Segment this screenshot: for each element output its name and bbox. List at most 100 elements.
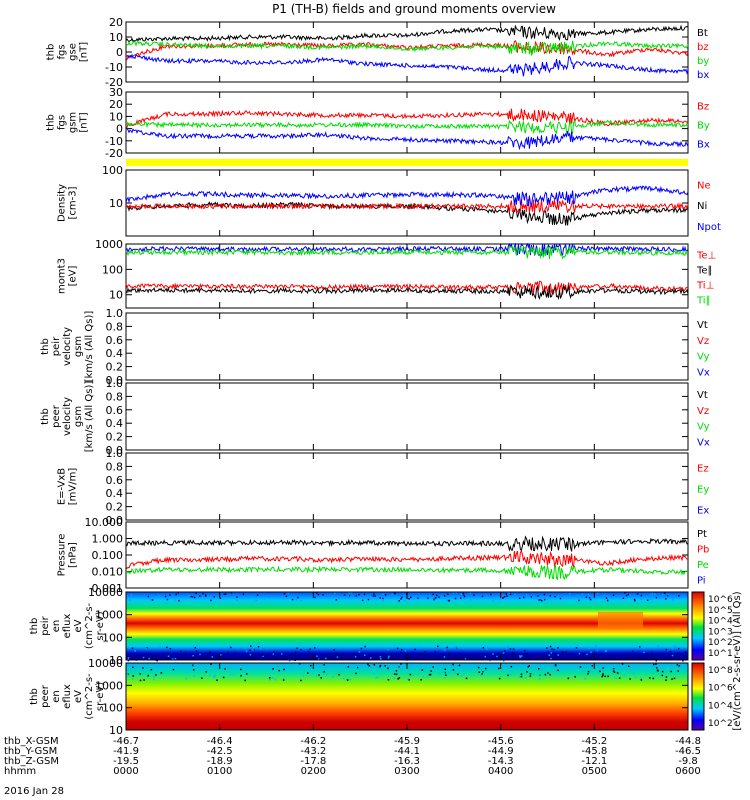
spectrogram-pixel: [547, 672, 549, 674]
spectrogram-pixel: [349, 678, 352, 681]
spectrogram-pixel: [634, 668, 637, 671]
spectrogram-pixel: [206, 654, 208, 657]
spectrogram-pixel: [208, 652, 211, 654]
spectrogram-pixel: [172, 658, 174, 661]
legend-Ni: Ni: [697, 201, 707, 212]
spectrogram-pixel: [643, 647, 645, 650]
spectrogram-pixel: [578, 652, 581, 655]
panel-frame: [125, 452, 689, 521]
spectrogram-pixel: [283, 655, 285, 657]
spectrogram-pixel: [397, 663, 399, 665]
spectrogram-pixel: [661, 670, 664, 673]
spectrogram-pixel: [627, 656, 630, 659]
y-tick-label: 1000: [95, 679, 123, 692]
spectrogram-pixel: [544, 673, 547, 676]
spectrogram-pixel: [419, 646, 422, 649]
spectrogram-pixel: [343, 595, 346, 598]
spectrogram-pixel: [166, 646, 168, 649]
spectrogram-pixel: [554, 670, 556, 672]
spectrogram-pixel: [575, 671, 577, 673]
colorbar-label: 10^1: [708, 649, 733, 659]
spectrogram-pixel: [554, 595, 556, 598]
spectrogram-pixel: [390, 653, 392, 655]
spectrogram-pixel: [602, 674, 604, 676]
legend-by: by: [697, 56, 709, 67]
y-axis-label: en: [51, 690, 62, 703]
spectrogram-pixel: [622, 597, 625, 599]
spectrogram-pixel: [347, 666, 350, 668]
spectrogram-pixel: [655, 596, 658, 599]
x-row-value: -44.9: [488, 746, 514, 757]
spectrogram-pixel: [343, 653, 345, 656]
spectrogram-pixel: [652, 654, 654, 657]
spectrogram-pixel: [436, 594, 438, 597]
y-tick-label: 0.6: [106, 334, 124, 347]
y-tick-label: 0.4: [106, 417, 124, 430]
spectrogram-pixel: [439, 672, 441, 675]
panel-peer_flux: 10000 1000 100 10 thb peer en eflux eV (cm^2-s-sr…: [29, 657, 689, 737]
spectrogram-pixel: [460, 593, 463, 595]
series-Npot: [125, 185, 689, 208]
y-tick-label: 0.0: [106, 514, 124, 527]
y-tick-label: 10000: [88, 657, 123, 670]
spectrogram-pixel: [148, 665, 151, 667]
spectrogram-pixel: [463, 594, 465, 597]
spectrogram-pixel: [656, 667, 658, 669]
spectrogram-pixel: [587, 673, 589, 675]
spectrogram-pixel: [388, 655, 390, 658]
spectrogram-pixel: [142, 667, 144, 669]
spectrogram-pixel: [585, 596, 588, 598]
spectrogram-pixel: [665, 598, 667, 600]
spectrogram-pixel: [549, 673, 551, 676]
y-tick-label: 0: [116, 46, 123, 59]
y-tick-label: 20: [109, 98, 123, 111]
spectrogram-pixel: [230, 592, 233, 594]
spectrogram-pixel: [633, 598, 636, 601]
spectrogram-pixel: [504, 650, 506, 652]
spectrogram-pixel: [379, 655, 382, 658]
spectrogram-pixel: [444, 595, 446, 597]
spectrogram-pixel: [662, 594, 664, 596]
spectrogram-pixel: [548, 654, 551, 656]
spectrogram-pixel: [307, 672, 309, 674]
spectrogram-pixel: [566, 654, 568, 657]
spectrogram-pixel: [649, 598, 652, 600]
spectrogram-pixel: [587, 670, 590, 673]
spectrogram-pixel: [399, 665, 401, 668]
spectrogram-pixel: [192, 664, 194, 667]
spectrogram-pixel: [168, 598, 170, 600]
spectrogram-pixel: [448, 651, 450, 654]
x-row-value: -45.2: [581, 736, 607, 747]
spectrogram-pixel: [503, 596, 506, 598]
spectrogram-pixel: [150, 668, 153, 671]
spectrogram-pixel: [230, 646, 232, 649]
spectrogram-pixel: [672, 648, 674, 650]
spectrogram-pixel: [549, 645, 552, 648]
spectrogram-pixel: [526, 671, 528, 673]
y-axis-label: fgs: [57, 44, 68, 59]
x-row-value: 0300: [394, 766, 419, 777]
spectrogram-pixel: [495, 658, 497, 660]
spectrogram-pixel: [417, 673, 419, 676]
y-tick-label: 10: [109, 654, 123, 667]
y-tick-label: 100: [102, 263, 123, 276]
spectrogram-pixel: [655, 659, 657, 662]
spectrogram-pixel: [438, 596, 440, 598]
spectrogram-pixel: [132, 678, 134, 681]
spectrogram-pixel: [553, 648, 555, 651]
spectrogram-pixel: [684, 651, 686, 653]
spectrogram-pixel: [154, 654, 156, 656]
spectrogram-pixel: [155, 674, 157, 676]
spectrogram-pixel: [443, 649, 446, 652]
spectrogram-pixel: [316, 655, 318, 657]
spectrogram-pixel: [268, 671, 271, 674]
spectrogram-pixel: [172, 668, 175, 671]
spectrogram-pixel: [334, 592, 336, 595]
spectrogram-pixel: [128, 658, 131, 660]
y-axis-label: eflux: [62, 684, 73, 709]
spectrogram-pixel: [613, 668, 615, 670]
y-tick-label: 10.000: [85, 516, 124, 529]
spectrogram-pixel: [588, 646, 590, 649]
spectrogram-pixel: [617, 667, 619, 670]
